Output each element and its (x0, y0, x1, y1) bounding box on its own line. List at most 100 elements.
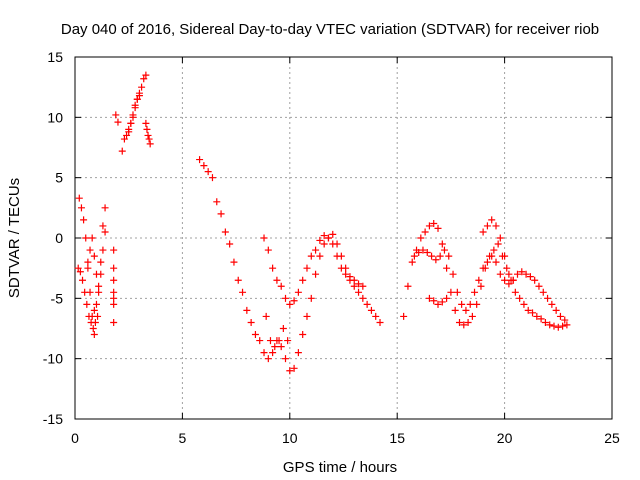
data-point (376, 318, 384, 326)
data-point (501, 252, 509, 260)
data-point (131, 104, 139, 112)
x-tick-label: 10 (282, 430, 298, 446)
data-point (522, 270, 530, 278)
data-point (140, 75, 148, 83)
data-point (251, 331, 259, 339)
data-point (430, 297, 438, 305)
data-point (496, 270, 504, 278)
data-point (400, 312, 408, 320)
y-tick-label: 10 (47, 109, 63, 125)
data-point (200, 162, 208, 170)
data-point (329, 240, 337, 248)
data-point (213, 198, 221, 206)
data-point (142, 71, 150, 79)
chart-title: Day 040 of 2016, Sidereal Day-to-day VTE… (61, 21, 599, 38)
data-point (372, 312, 380, 320)
series-arc-06 (112, 111, 122, 126)
data-point (123, 131, 131, 139)
data-point (80, 216, 88, 224)
data-point (75, 194, 83, 202)
data-point (526, 273, 534, 281)
data-point (97, 270, 105, 278)
data-point (460, 321, 468, 329)
data-point (221, 228, 229, 236)
data-point (346, 273, 354, 281)
data-point (90, 252, 98, 260)
data-point (110, 300, 118, 308)
data-point (110, 294, 118, 302)
data-point (226, 240, 234, 248)
data-point (320, 240, 328, 248)
data-point (434, 224, 442, 232)
data-point (303, 264, 311, 272)
data-point (539, 288, 547, 296)
data-point (204, 168, 212, 176)
data-point (449, 270, 457, 278)
data-point (415, 248, 423, 256)
data-point (505, 280, 513, 288)
data-point (464, 318, 472, 326)
data-point (145, 135, 153, 143)
data-point (307, 294, 315, 302)
data-point (488, 252, 496, 260)
data-point (74, 264, 82, 272)
data-point (492, 258, 500, 266)
data-point (440, 246, 448, 254)
data-point (90, 306, 98, 314)
data-point (85, 312, 93, 320)
data-point (275, 337, 283, 345)
data-point (312, 270, 320, 278)
series-arc-07 (118, 71, 150, 155)
series-arc-11 (260, 232, 367, 308)
data-point (550, 322, 558, 330)
data-point (264, 355, 272, 363)
data-point (483, 222, 491, 230)
data-point (294, 349, 302, 357)
data-point (269, 264, 277, 272)
data-point (329, 230, 337, 238)
x-tick-label: 20 (497, 430, 513, 446)
data-point (260, 349, 268, 357)
data-point (247, 318, 255, 326)
series-arc-08 (125, 89, 143, 136)
data-point (299, 276, 307, 284)
data-point (88, 234, 96, 242)
data-point (91, 318, 99, 326)
data-point (142, 119, 150, 127)
data-point (363, 300, 371, 308)
data-point (350, 282, 358, 290)
data-point (471, 288, 479, 296)
data-point (243, 306, 251, 314)
y-tick-label: -10 (43, 351, 63, 367)
data-point (477, 282, 485, 290)
data-point (95, 282, 103, 290)
data-point (110, 318, 118, 326)
data-point (271, 343, 279, 351)
data-point (266, 337, 274, 345)
data-point (79, 276, 87, 284)
data-point (425, 222, 433, 230)
data-point (133, 95, 141, 103)
data-point (479, 228, 487, 236)
data-point (410, 252, 418, 260)
x-tick-label: 5 (179, 430, 187, 446)
data-point (118, 147, 126, 155)
data-point (92, 300, 100, 308)
data-point (425, 294, 433, 302)
data-point (208, 174, 216, 182)
data-point (520, 300, 528, 308)
data-point (114, 118, 122, 126)
data-point (513, 270, 521, 278)
data-point (417, 234, 425, 242)
data-point (462, 306, 470, 314)
series-arc-04 (90, 228, 109, 314)
data-point (196, 156, 204, 164)
data-point (97, 258, 105, 266)
data-point (320, 232, 328, 240)
data-point (511, 288, 519, 296)
data-point (503, 264, 511, 272)
data-point (421, 228, 429, 236)
data-point (217, 210, 225, 218)
data-point (419, 246, 427, 254)
data-point (89, 325, 97, 332)
